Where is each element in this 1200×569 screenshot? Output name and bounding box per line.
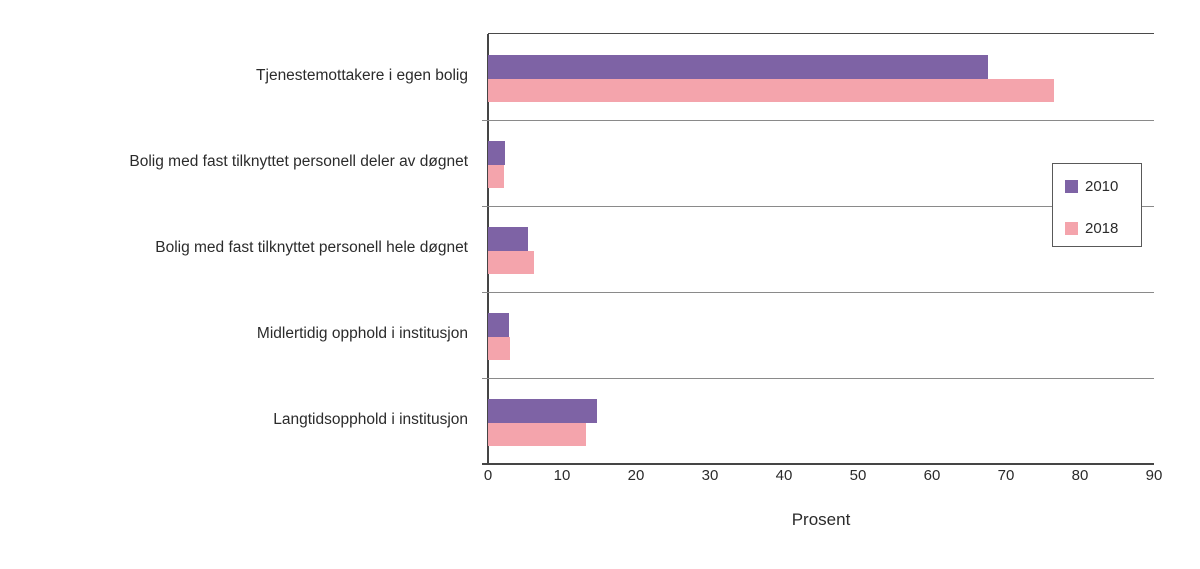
category-separator-line xyxy=(482,378,1154,379)
bar-2018-0 xyxy=(488,78,1055,102)
bar-2010-0 xyxy=(488,55,988,79)
x-tick-label-0: 0 xyxy=(483,467,493,484)
bar-2018-3 xyxy=(488,336,511,360)
category-separator-line xyxy=(482,206,1154,207)
bar-2018-1 xyxy=(488,164,504,188)
bar-2010-3 xyxy=(488,313,510,337)
x-tick-label-20: 20 xyxy=(627,467,645,484)
x-tick-label-80: 80 xyxy=(1071,467,1089,484)
category-label: Tjenestemottakere i egen bolig xyxy=(256,67,468,84)
legend-label: 2018 xyxy=(1085,219,1119,237)
legend-item-2018: 2018 xyxy=(1065,219,1118,237)
legend-item-2010: 2010 xyxy=(1065,177,1118,195)
bar-2018-4 xyxy=(488,422,586,446)
plot-area: 2010 2018 xyxy=(482,33,1154,465)
bar-2010-1 xyxy=(488,141,506,165)
category-label: Bolig med fast tilknyttet personell dele… xyxy=(129,153,468,170)
category-label: Midlertidig opphold i institusjon xyxy=(256,325,468,342)
bar-2010-4 xyxy=(488,399,597,423)
category-label: Langtidsopphold i institusjon xyxy=(273,411,468,428)
x-tick-label-50: 50 xyxy=(849,467,867,484)
legend-swatch-2018 xyxy=(1065,221,1078,235)
legend: 2010 2018 xyxy=(1052,163,1142,247)
x-tick-label-10: 10 xyxy=(553,467,571,484)
x-tick-label-90: 90 xyxy=(1145,467,1163,484)
legend-swatch-2010 xyxy=(1065,179,1078,193)
bar-2010-2 xyxy=(488,227,528,251)
x-axis-title: Prosent xyxy=(791,510,851,529)
legend-label: 2010 xyxy=(1085,177,1119,195)
x-tick-label-60: 60 xyxy=(923,467,941,484)
x-axis-tick-labels: 0 10 20 30 40 50 60 70 80 90 xyxy=(484,467,1163,487)
category-label: Bolig med fast tilknyttet personell hele… xyxy=(155,239,468,256)
x-tick-label-70: 70 xyxy=(997,467,1015,484)
x-axis-line xyxy=(482,463,1154,465)
category-axis-labels: Tjenestemottakere i egen bolig Bolig med … xyxy=(0,33,478,463)
x-tick-label-40: 40 xyxy=(775,467,793,484)
x-tick-label-30: 30 xyxy=(701,467,719,484)
category-separator-line xyxy=(482,292,1154,293)
bar-2018-2 xyxy=(488,250,534,274)
category-separator-line xyxy=(482,120,1154,121)
